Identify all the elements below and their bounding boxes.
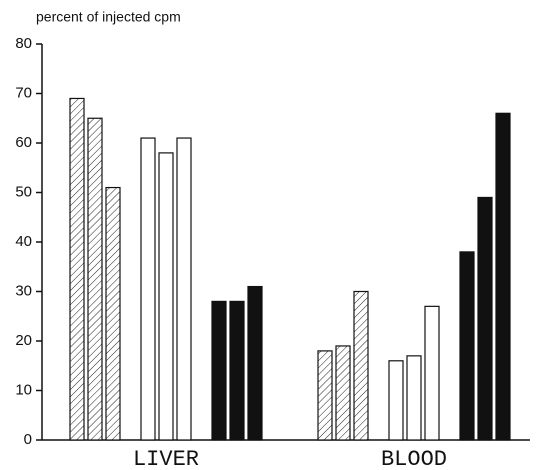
bar [87, 117, 103, 441]
bar [211, 300, 227, 441]
bar [406, 355, 422, 441]
bar [229, 300, 245, 441]
chart-title: percent of injected cpm [36, 9, 181, 25]
bar [158, 152, 174, 441]
bar [140, 137, 156, 441]
y-tick-label: 50 [15, 183, 32, 200]
y-tick-label: 20 [15, 332, 32, 349]
bar [477, 196, 493, 441]
bar [247, 285, 263, 441]
y-tick-label: 70 [15, 84, 32, 101]
bar [424, 305, 440, 441]
bar [495, 112, 511, 441]
y-tick-label: 10 [15, 381, 32, 398]
bar [459, 251, 475, 441]
bar [388, 360, 404, 441]
x-tick-label: LIVER [133, 447, 199, 470]
y-tick-label: 30 [15, 282, 32, 299]
x-tick-label: BLOOD [381, 447, 447, 470]
bar [317, 350, 333, 441]
bar [176, 137, 192, 441]
bar [105, 186, 121, 441]
y-tick-label: 0 [24, 431, 32, 448]
y-tick-label: 80 [15, 35, 32, 52]
y-tick-label: 60 [15, 134, 32, 151]
bar [69, 97, 85, 441]
bar [353, 290, 369, 441]
bar [335, 345, 351, 441]
y-tick-label: 40 [15, 233, 32, 250]
